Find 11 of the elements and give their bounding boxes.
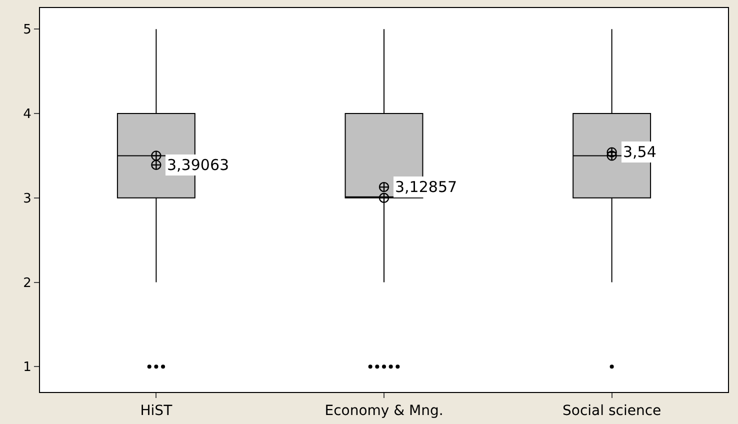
x-tick-label: Social science xyxy=(562,402,662,419)
y-tick-label: 5 xyxy=(23,22,32,38)
annotation: 3,54 xyxy=(623,143,656,161)
y-tick-label: 2 xyxy=(23,276,32,291)
y-tick-label: 4 xyxy=(23,107,32,122)
y-tick-label: 3 xyxy=(23,191,32,206)
x-tick-label: Economy & Mng. xyxy=(324,402,444,419)
y-tick-label: 1 xyxy=(23,360,32,376)
annotation: 3,12857 xyxy=(395,178,458,196)
annotation: 3,39063 xyxy=(167,156,230,174)
x-tick-label: HiST xyxy=(140,402,173,419)
